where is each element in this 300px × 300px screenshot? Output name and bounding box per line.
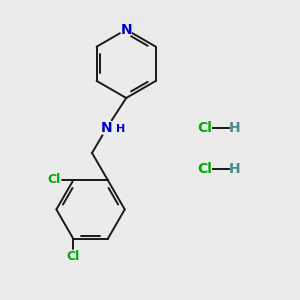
Text: H: H [229, 121, 241, 135]
Circle shape [67, 250, 80, 263]
Text: Cl: Cl [197, 162, 212, 176]
Text: Cl: Cl [47, 173, 61, 186]
Text: H: H [229, 162, 241, 176]
Text: Cl: Cl [67, 250, 80, 263]
Text: N: N [101, 121, 113, 135]
Text: H: H [116, 124, 125, 134]
Circle shape [48, 173, 61, 186]
Text: Cl: Cl [197, 121, 212, 135]
Circle shape [120, 24, 132, 36]
Text: N: N [120, 22, 132, 37]
Circle shape [100, 120, 114, 135]
